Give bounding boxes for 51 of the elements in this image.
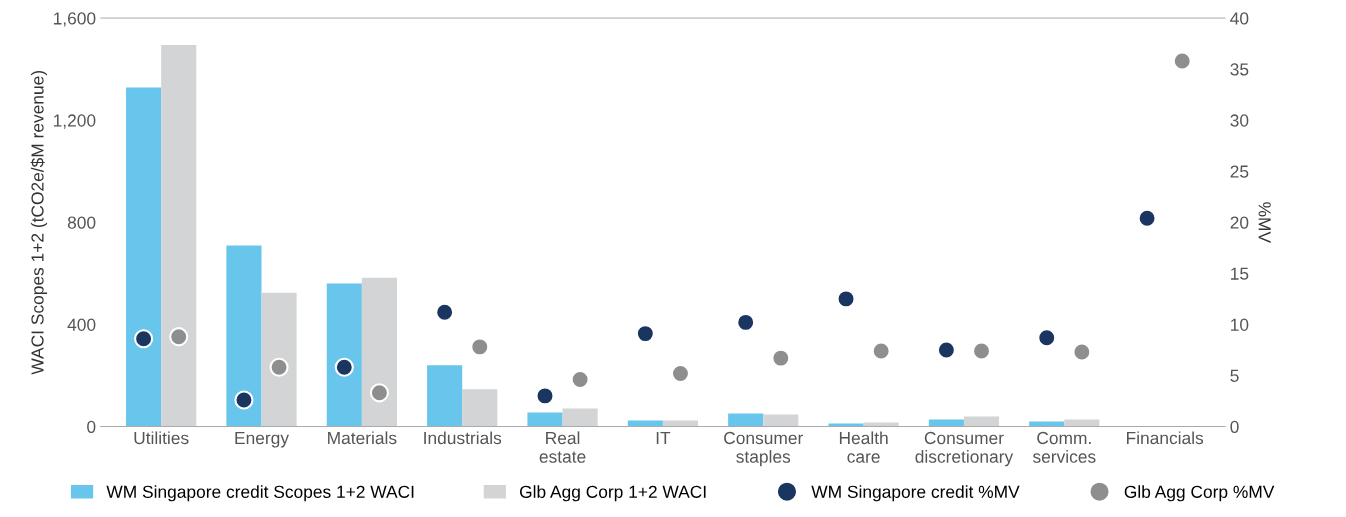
bar: [728, 413, 764, 427]
legend-label: WM Singapore credit %MV: [811, 485, 1020, 502]
y-tick-label: 1,600: [53, 12, 96, 27]
bar: [427, 365, 463, 427]
y-tick-label: 1,200: [53, 114, 96, 129]
x-tick-label: Industrials: [424, 431, 502, 445]
bar: [1029, 421, 1065, 427]
y-tick-label: 0: [87, 420, 96, 433]
y2-tick-label: 10: [1231, 318, 1249, 331]
legend-label: Glb Agg Corp %MV: [1124, 485, 1275, 502]
y2-tick-label: 15: [1231, 267, 1249, 280]
x-tick-label: Materials: [328, 431, 397, 445]
bar: [527, 412, 563, 427]
y-axis-title: WACI Scopes 1+2 (tCO2e/$M revenue): [30, 71, 48, 375]
bar: [261, 292, 297, 427]
x-tick-label: Comm. services: [1032, 431, 1096, 463]
bar: [928, 419, 964, 427]
y-tick-label: 400: [67, 318, 96, 331]
x-tick-label: Utilities: [134, 431, 189, 445]
bar: [462, 389, 498, 427]
x-tick-label: Health care: [839, 431, 888, 463]
bar: [326, 283, 362, 427]
x-tick-label: Real estate: [539, 431, 586, 463]
x-tick-label: IT: [656, 432, 671, 444]
y2-axis-title: %MV: [1258, 202, 1271, 243]
y-tick-label: 800: [67, 216, 96, 229]
bar: [562, 408, 598, 427]
y2-tick-label: 35: [1230, 63, 1249, 76]
legend-label: WM Singapore credit Scopes 1+2 WACI: [106, 485, 414, 502]
bar: [863, 422, 899, 427]
x-tick-label: Consumer staples: [724, 431, 804, 467]
bar: [963, 416, 1000, 427]
bar: [828, 423, 864, 427]
bar: [126, 87, 162, 427]
y2-tick-label: 0: [1230, 420, 1239, 433]
y2-tick-label: 25: [1230, 165, 1249, 178]
bar: [662, 420, 699, 427]
bar: [627, 420, 663, 427]
bar: [763, 414, 799, 427]
x-tick-label: Energy: [235, 432, 289, 448]
bar: [1064, 419, 1100, 427]
y2-tick-label: 40: [1230, 12, 1249, 25]
x-tick-label: Financials: [1127, 431, 1204, 445]
bar: [226, 245, 262, 427]
x-tick-label: Consumer discretionary: [915, 431, 1014, 467]
legend-label: Glb Agg Corp 1+2 WACI: [519, 485, 706, 502]
y2-tick-label: 5: [1230, 369, 1239, 382]
bar: [361, 277, 397, 427]
y2-tick-label: 30: [1230, 114, 1249, 127]
bar: [161, 44, 197, 427]
y2-tick-label: 20: [1230, 216, 1249, 229]
